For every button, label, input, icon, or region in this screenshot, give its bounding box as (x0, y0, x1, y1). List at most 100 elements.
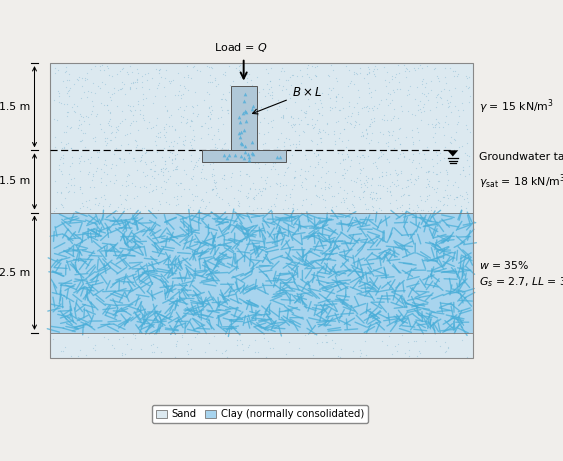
Point (452, 193, 461, 200)
Point (263, 80, 272, 88)
Point (171, 91, 180, 98)
Point (368, 195, 377, 203)
Point (377, 96, 386, 104)
Point (123, 170, 132, 177)
Point (368, 204, 377, 211)
Point (415, 149, 424, 157)
Point (130, 106, 139, 114)
Point (200, 119, 209, 126)
Point (286, 159, 295, 166)
Point (133, 78, 142, 86)
Point (338, 93, 347, 100)
Point (72, 76, 81, 83)
Point (419, 100, 428, 107)
Point (143, 124, 152, 132)
Point (208, 186, 217, 193)
Point (406, 178, 415, 185)
Point (186, 118, 195, 125)
Point (123, 340, 132, 348)
Point (190, 161, 199, 169)
Point (384, 79, 393, 86)
Point (464, 199, 473, 206)
Point (261, 65, 270, 72)
Point (217, 113, 226, 120)
Point (140, 116, 149, 124)
Point (87, 65, 96, 73)
Point (286, 193, 295, 200)
Point (263, 159, 272, 166)
Point (341, 155, 350, 163)
Point (152, 65, 161, 72)
Point (387, 96, 396, 103)
Point (287, 113, 296, 120)
Point (282, 350, 291, 357)
Point (364, 89, 373, 96)
Point (251, 185, 260, 192)
Point (180, 132, 189, 140)
Point (154, 66, 163, 74)
Point (444, 103, 453, 111)
Point (207, 186, 216, 193)
Point (220, 139, 229, 147)
Point (364, 122, 373, 129)
Point (436, 197, 445, 205)
Point (92, 167, 101, 175)
Point (245, 155, 254, 163)
Point (238, 100, 247, 107)
Point (261, 185, 270, 192)
Point (81, 143, 90, 150)
Point (176, 179, 185, 187)
Point (146, 159, 155, 166)
Point (155, 65, 164, 73)
Point (190, 89, 199, 96)
Point (312, 152, 321, 160)
Point (91, 138, 100, 145)
Point (280, 168, 289, 176)
Point (306, 75, 315, 83)
Point (431, 93, 440, 100)
Point (56, 348, 65, 355)
Point (352, 179, 361, 186)
Point (235, 133, 244, 141)
Point (403, 108, 412, 115)
Point (441, 166, 450, 174)
Point (243, 151, 252, 158)
Point (360, 338, 369, 345)
Point (249, 110, 258, 118)
Point (233, 109, 242, 117)
Point (367, 195, 376, 202)
Point (62, 83, 71, 91)
Point (384, 127, 393, 134)
Point (205, 340, 214, 347)
Point (396, 124, 405, 131)
Point (428, 124, 437, 131)
Point (412, 177, 421, 184)
Point (141, 94, 150, 101)
Point (109, 85, 118, 92)
Point (258, 141, 267, 148)
Point (317, 104, 326, 111)
Point (97, 100, 106, 107)
Point (374, 181, 383, 189)
Point (109, 89, 118, 97)
Point (370, 71, 379, 78)
Point (463, 125, 472, 133)
Point (69, 175, 78, 182)
Point (95, 148, 104, 156)
Point (280, 142, 289, 149)
Point (391, 170, 400, 177)
Point (339, 125, 348, 132)
Point (243, 118, 252, 125)
Point (342, 195, 351, 202)
Point (154, 69, 163, 77)
Point (222, 97, 231, 104)
Point (454, 112, 463, 119)
Point (383, 89, 392, 96)
Point (395, 69, 404, 77)
Point (433, 98, 442, 106)
Point (328, 66, 337, 74)
Point (167, 149, 176, 157)
Point (342, 62, 351, 69)
Point (84, 113, 93, 120)
Point (314, 106, 323, 113)
